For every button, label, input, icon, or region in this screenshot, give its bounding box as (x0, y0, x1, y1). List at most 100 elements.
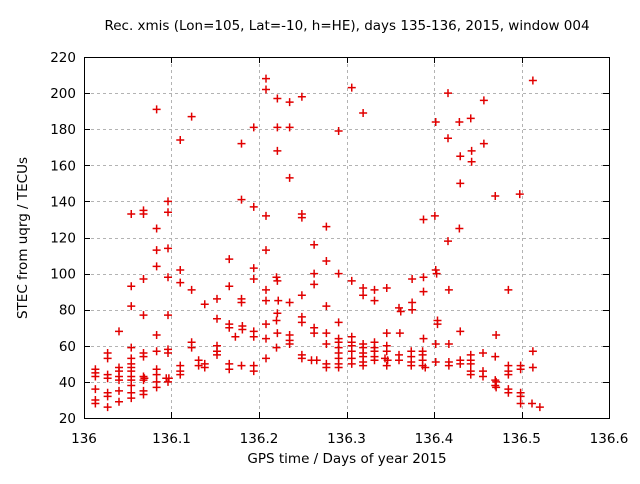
data-point-marker (421, 363, 430, 372)
data-point-marker (225, 282, 234, 291)
data-point-marker (528, 76, 537, 85)
data-points-layer (91, 74, 544, 412)
data-point-marker (164, 311, 172, 320)
data-point-marker (272, 273, 281, 282)
data-point-marker (115, 376, 123, 385)
data-point-marker (431, 117, 440, 126)
data-point-marker (225, 323, 234, 332)
data-point-marker (479, 139, 488, 148)
data-point-marker (103, 403, 112, 412)
data-point-marker (262, 85, 270, 94)
data-point-marker (444, 89, 452, 98)
data-point-marker (237, 361, 246, 370)
data-point-marker (91, 399, 100, 408)
data-point-marker (176, 370, 185, 379)
data-point-marker (491, 352, 500, 361)
data-point-marker (272, 343, 281, 352)
data-point-marker (127, 210, 136, 219)
data-point-marker (152, 262, 161, 271)
data-point-marker (152, 383, 161, 392)
data-point-marker (262, 296, 270, 305)
data-point-marker (504, 285, 513, 294)
data-point-marker (262, 285, 270, 294)
data-point-marker (479, 349, 487, 358)
data-point-marker (456, 327, 465, 336)
data-point-marker (249, 332, 258, 341)
data-point-marker (285, 123, 294, 132)
x-tick-label: 136.1 (152, 431, 191, 447)
data-point-marker (231, 332, 240, 341)
data-point-marker (516, 399, 525, 408)
data-point-marker (310, 329, 319, 338)
data-point-marker (285, 98, 294, 107)
data-point-marker (347, 276, 356, 285)
data-point-marker (213, 350, 221, 359)
data-point-marker (152, 347, 161, 356)
data-point-marker (359, 284, 368, 293)
data-point-marker (334, 269, 343, 278)
data-point-marker (213, 294, 221, 303)
y-axis-tick-labels: 20 40 60 80 100 120 140 160 180 200 220 (50, 50, 76, 427)
data-point-marker (127, 381, 136, 390)
data-point-marker (479, 96, 488, 105)
data-point-marker (419, 273, 428, 282)
data-point-marker (310, 280, 319, 289)
y-tick-label: 20 (59, 411, 76, 427)
y-tick-label: 180 (50, 122, 76, 138)
data-point-marker (127, 282, 136, 291)
data-point-marker (273, 123, 282, 132)
data-point-marker (382, 361, 391, 370)
data-point-marker (322, 302, 331, 311)
data-point-marker (334, 363, 343, 372)
data-point-marker (431, 339, 440, 348)
data-point-marker (491, 381, 500, 390)
data-point-marker (262, 211, 270, 220)
data-point-marker (322, 329, 331, 338)
data-point-marker (407, 361, 416, 370)
y-tick-label: 100 (50, 267, 76, 283)
data-point-marker (492, 330, 501, 339)
x-axis-tick-labels: 136 136.1 136.2 136.3 136.4 136.5 136.6 (71, 431, 628, 447)
data-point-marker (528, 363, 537, 372)
data-point-marker (297, 291, 306, 300)
data-point-marker (297, 318, 306, 327)
data-point-marker (491, 191, 500, 200)
data-point-marker (139, 390, 148, 399)
data-point-marker (164, 208, 172, 217)
x-tick-label: 136.4 (415, 431, 454, 447)
data-point-marker (262, 74, 270, 83)
data-point-marker (273, 94, 282, 103)
data-point-marker (419, 215, 428, 224)
x-tick-label: 136.2 (240, 431, 279, 447)
data-point-marker (152, 330, 161, 339)
chart-title: Rec. xmis (Lon=105, Lat=-10, h=HE), days… (104, 18, 589, 34)
y-tick-label: 60 (59, 339, 76, 355)
data-point-marker (194, 361, 203, 370)
data-point-marker (408, 298, 417, 307)
data-point-marker (455, 117, 464, 126)
data-point-marker (237, 195, 246, 204)
x-tick-label: 136.3 (327, 431, 366, 447)
data-point-marker (419, 334, 428, 343)
data-point-marker (262, 354, 270, 363)
data-point-marker (433, 320, 442, 329)
data-point-marker (103, 392, 112, 401)
data-point-marker (322, 222, 331, 231)
data-point-marker (273, 329, 282, 338)
data-point-marker (164, 377, 172, 386)
data-point-marker (444, 237, 452, 246)
data-point-marker (382, 284, 391, 293)
data-point-marker (139, 376, 148, 385)
data-point-marker (444, 361, 453, 370)
data-point-marker (297, 92, 306, 101)
y-tick-label: 140 (50, 194, 76, 210)
data-point-marker (444, 285, 453, 294)
data-point-marker (139, 275, 148, 284)
data-point-marker (516, 392, 525, 401)
data-point-marker (466, 370, 475, 379)
data-point-marker (213, 314, 221, 323)
data-point-marker (395, 303, 403, 312)
data-point-marker (115, 327, 123, 336)
data-point-marker (444, 134, 452, 143)
